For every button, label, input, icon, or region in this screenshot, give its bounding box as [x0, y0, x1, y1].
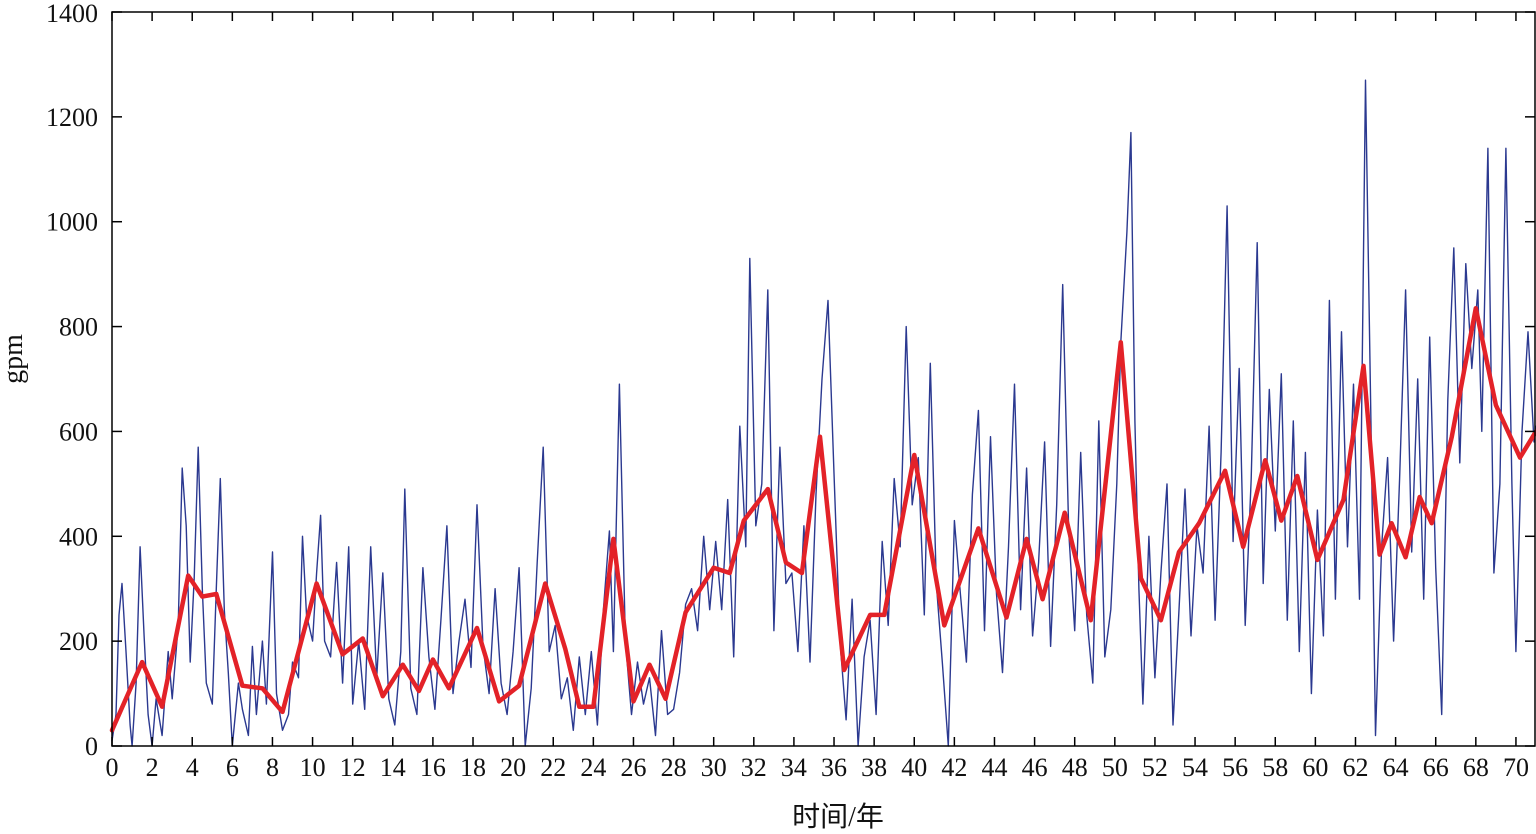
x-tick-label: 54 [1182, 753, 1208, 782]
x-tick-label: 8 [266, 753, 279, 782]
raw-series-line [111, 79, 1536, 747]
x-tick-label: 12 [340, 753, 366, 782]
x-tick-label: 26 [620, 753, 646, 782]
x-tick-label: 40 [901, 753, 927, 782]
x-tick-label: 62 [1342, 753, 1368, 782]
x-tick-label: 10 [300, 753, 326, 782]
x-tick-label: 56 [1222, 753, 1248, 782]
y-tick-label: 1400 [46, 0, 98, 28]
smoothed-series-line [109, 305, 1536, 733]
y-axis-ticks: 0 200 400 600 800 1000 1200 1400 [46, 0, 1535, 761]
x-tick-label: 20 [500, 753, 526, 782]
x-tick-label: 24 [580, 753, 606, 782]
raw-series-path [111, 79, 1536, 747]
x-tick-label: 64 [1383, 753, 1409, 782]
plot-frame [111, 11, 1536, 747]
x-tick-label: 48 [1062, 753, 1088, 782]
x-tick-label: 60 [1302, 753, 1328, 782]
x-tick-label: 14 [380, 753, 406, 782]
y-tick-label: 0 [85, 732, 98, 761]
y-tick-label: 1200 [46, 103, 98, 132]
x-tick-label: 28 [661, 753, 687, 782]
x-tick-label: 42 [941, 753, 967, 782]
x-tick-label: 52 [1142, 753, 1168, 782]
x-tick-label: 0 [106, 753, 119, 782]
x-tick-label: 36 [821, 753, 847, 782]
x-tick-label: 16 [420, 753, 446, 782]
x-tick-label: 30 [701, 753, 727, 782]
y-tick-label: 1000 [46, 208, 98, 237]
y-axis-title: gpm [0, 334, 29, 384]
smooth-series-path [109, 305, 1536, 733]
x-tick-label: 2 [146, 753, 159, 782]
x-tick-label: 6 [226, 753, 239, 782]
x-tick-label: 44 [981, 753, 1007, 782]
x-tick-label: 32 [741, 753, 767, 782]
x-tick-label: 46 [1022, 753, 1048, 782]
y-tick-label: 600 [59, 417, 98, 446]
x-tick-label: 38 [861, 753, 887, 782]
y-tick-label: 800 [59, 313, 98, 342]
x-tick-label: 4 [186, 753, 199, 782]
x-tick-label: 22 [540, 753, 566, 782]
x-axis-title: 时间/年 [792, 801, 884, 833]
y-tick-label: 200 [59, 627, 98, 656]
x-tick-label: 66 [1423, 753, 1449, 782]
x-tick-label: 68 [1463, 753, 1489, 782]
y-tick-label: 400 [59, 522, 98, 551]
x-tick-label: 34 [781, 753, 807, 782]
x-tick-label: 58 [1262, 753, 1288, 782]
x-tick-label: 50 [1102, 753, 1128, 782]
x-tick-label: 18 [460, 753, 486, 782]
x-axis-ticks: 0 2 4 6 8 10 12 14 16 18 20 22 24 26 28 30 32 34 36 38 40 42 4… [106, 12, 1529, 782]
x-tick-label: 70 [1503, 753, 1529, 782]
